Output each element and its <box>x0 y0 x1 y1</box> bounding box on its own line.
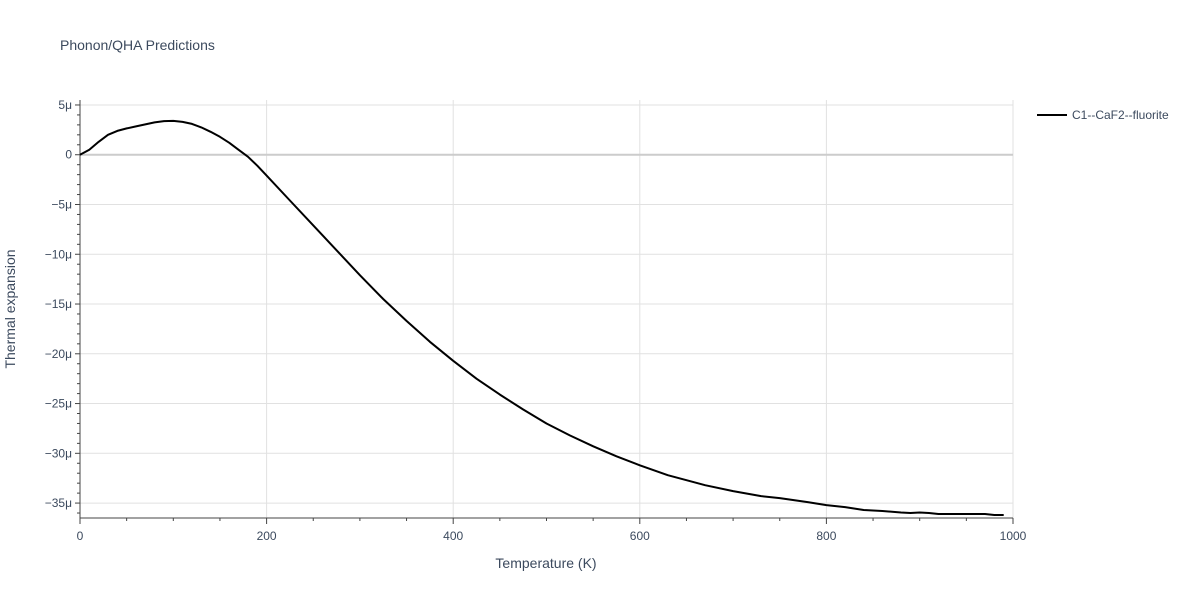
x-tick-label: 1000 <box>1000 529 1027 543</box>
y-tick-label: −10μ <box>45 247 72 261</box>
x-tick-label: 400 <box>443 529 463 543</box>
y-tick-label: 0 <box>65 148 72 162</box>
axis-ticks: 0 200 400 600 800 1000 5μ 0 −5μ −10μ −15μ −20μ −25μ −… <box>45 98 1027 543</box>
x-tick-label: 600 <box>630 529 650 543</box>
x-tick-label: 200 <box>257 529 277 543</box>
chart-title: Phonon/QHA Predictions <box>60 37 215 53</box>
grid <box>80 100 1014 518</box>
y-tick-label: −20μ <box>45 347 72 361</box>
y-axis-title: Thermal expansion <box>2 249 18 368</box>
x-tick-label: 0 <box>77 529 84 543</box>
y-tick-label: −15μ <box>45 297 72 311</box>
series-layer <box>79 119 1004 516</box>
series-line[interactable] <box>79 119 1004 516</box>
y-tick-label: −5μ <box>51 198 72 212</box>
x-axis-title: Temperature (K) <box>495 555 596 571</box>
y-tick-label: −25μ <box>45 397 72 411</box>
y-tick-label: −30μ <box>45 446 72 460</box>
y-tick-label: 5μ <box>58 98 72 112</box>
legend-label: C1--CaF2--fluorite <box>1072 108 1169 122</box>
y-tick-label: −35μ <box>45 496 72 510</box>
x-tick-label: 800 <box>816 529 836 543</box>
legend[interactable]: C1--CaF2--fluorite <box>1037 108 1169 122</box>
